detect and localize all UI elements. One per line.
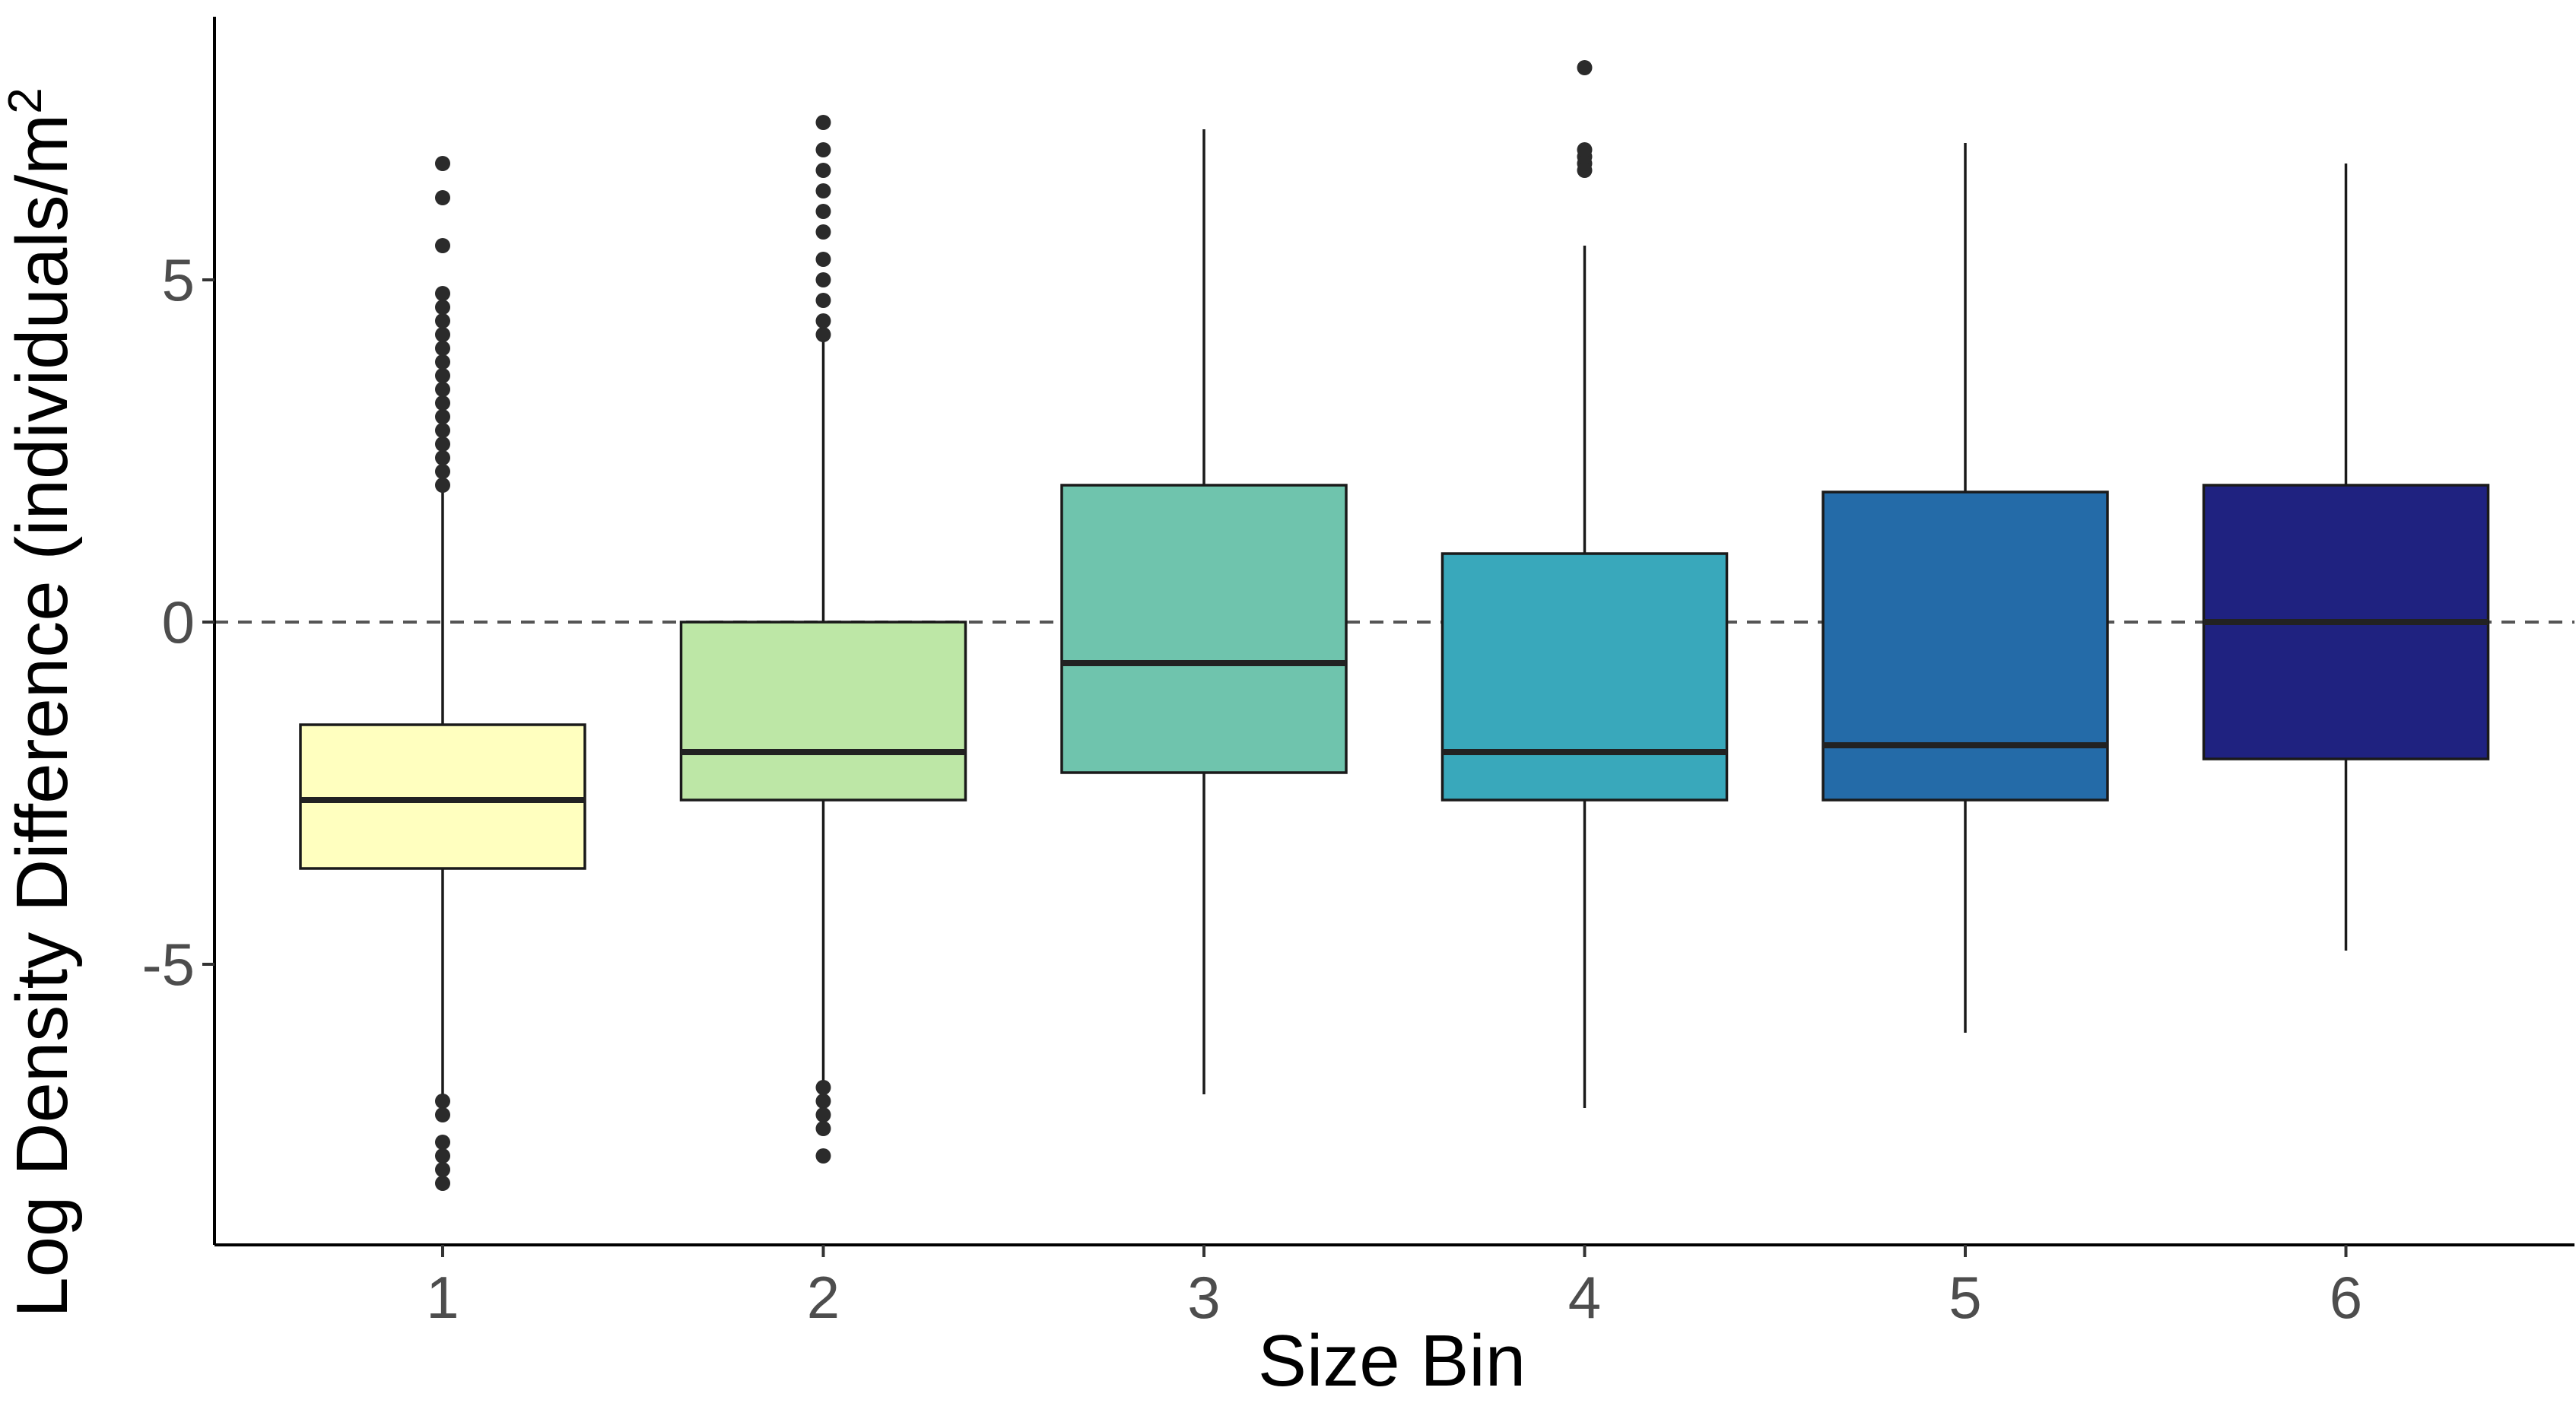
outlier-point	[815, 272, 831, 287]
outlier-point	[435, 354, 450, 370]
outlier-point	[435, 238, 450, 253]
outlier-point	[815, 163, 831, 178]
box-layer	[299, 60, 2490, 1191]
outlier-point	[815, 204, 831, 219]
outlier-point	[815, 1107, 831, 1122]
box-group-1	[299, 156, 586, 1191]
outlier-point	[815, 183, 831, 198]
y-axis-title-unit: (individuals/m	[2, 114, 83, 560]
box-iqr	[299, 723, 586, 870]
outlier-point	[435, 300, 450, 315]
x-tick-label: 1	[426, 1264, 459, 1331]
box-group-3	[1060, 129, 1348, 1094]
y-tick-label: 5	[162, 246, 195, 313]
outlier-point	[435, 395, 450, 411]
outlier-point	[815, 142, 831, 157]
outlier-point	[435, 313, 450, 329]
box-group-2	[679, 115, 967, 1164]
outlier-point	[435, 286, 450, 301]
outlier-point	[435, 1107, 450, 1122]
outlier-point	[1577, 60, 1593, 75]
outlier-point	[435, 1162, 450, 1177]
y-tick-label: 0	[162, 589, 195, 656]
outlier-point	[815, 313, 831, 329]
x-tick-label: 3	[1187, 1264, 1220, 1331]
outlier-point	[435, 327, 450, 342]
y-axis-title: Log Density Difference (individuals/m2	[0, 87, 83, 1317]
outlier-point	[815, 252, 831, 267]
outlier-point	[435, 1135, 450, 1150]
box-group-5	[1822, 143, 2109, 1033]
outlier-point	[815, 327, 831, 342]
outlier-point	[1577, 142, 1593, 157]
outlier-point	[435, 1094, 450, 1109]
x-tick-label: 4	[1568, 1264, 1601, 1331]
outlier-point	[815, 1121, 831, 1136]
outlier-point	[435, 478, 450, 493]
outlier-point	[435, 409, 450, 424]
box-group-4	[1440, 60, 1729, 1108]
box-iqr	[1440, 552, 1729, 802]
outlier-point	[815, 1148, 831, 1164]
box-iqr	[679, 621, 967, 802]
outlier-point	[435, 190, 450, 205]
box-group-6	[2202, 164, 2490, 951]
y-axis-title-superscript: 2	[0, 87, 52, 113]
outlier-point	[815, 224, 831, 240]
x-axis-title: Size Bin	[1258, 1320, 1526, 1402]
y-axis-title-main: Log Density Difference	[2, 560, 83, 1318]
outlier-point	[815, 1080, 831, 1095]
outlier-point	[435, 437, 450, 452]
outlier-point	[435, 423, 450, 438]
box-iqr	[1060, 484, 1348, 774]
outlier-point	[435, 382, 450, 397]
outlier-point	[435, 1176, 450, 1191]
outlier-point	[435, 156, 450, 171]
box-iqr	[1822, 491, 2109, 802]
axis-layer: -5 0 5 1 2 3 4 5 6	[142, 17, 2574, 1331]
outlier-point	[435, 341, 450, 356]
outlier-point	[435, 368, 450, 383]
outlier-point	[435, 450, 450, 465]
outlier-point	[815, 1094, 831, 1109]
x-tick-label: 5	[1949, 1264, 1981, 1331]
outlier-point	[815, 115, 831, 130]
y-tick-label: -5	[142, 931, 195, 998]
outlier-point	[435, 1148, 450, 1164]
x-tick-label: 2	[807, 1264, 840, 1331]
x-tick-label: 6	[2330, 1264, 2362, 1331]
outlier-point	[815, 293, 831, 308]
outlier-point	[435, 464, 450, 479]
